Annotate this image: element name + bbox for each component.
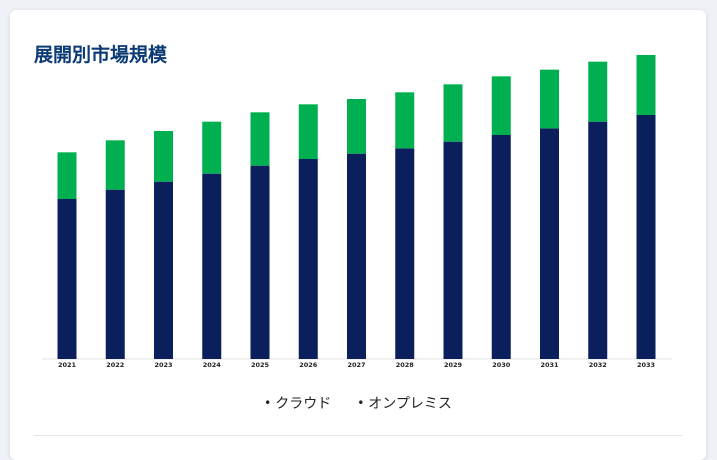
bar-cloud-2033[interactable] — [636, 115, 656, 359]
bar-on-premise-2031[interactable] — [540, 69, 559, 129]
card-divider — [34, 435, 682, 436]
x-tick-label-2029: 2029 — [444, 361, 463, 369]
bar-cloud-2022[interactable] — [105, 189, 125, 359]
x-tick-label-2031: 2031 — [540, 361, 559, 369]
bar-on-premise-2021[interactable] — [57, 152, 77, 199]
legend-item-cloud[interactable]: • クラウド — [264, 393, 331, 413]
x-tick-label-2021: 2021 — [58, 361, 77, 369]
legend-label-on-premise: オンプレミス — [368, 396, 452, 412]
legend-item-on-premise[interactable]: • オンプレミス — [357, 393, 452, 413]
x-tick-label-2032: 2032 — [589, 361, 607, 369]
legend-bullet-icon: • — [357, 396, 365, 410]
x-tick-label-2023: 2023 — [154, 361, 172, 369]
bar-on-premise-2025[interactable] — [250, 112, 270, 166]
x-tick-label-2033: 2033 — [637, 361, 655, 369]
bar-cloud-2025[interactable] — [250, 165, 270, 359]
bar-on-premise-2023[interactable] — [154, 131, 173, 182]
bar-on-premise-2030[interactable] — [491, 76, 511, 135]
bar-on-premise-2027[interactable] — [347, 99, 366, 154]
x-tick-label-2024: 2024 — [203, 361, 222, 369]
bar-cloud-2021[interactable] — [57, 199, 77, 359]
legend-bullet-icon: • — [264, 396, 272, 410]
bar-cloud-2030[interactable] — [491, 135, 511, 359]
bar-cloud-2024[interactable] — [202, 173, 222, 359]
bar-on-premise-2024[interactable] — [202, 121, 222, 174]
x-tick-label-2022: 2022 — [106, 361, 124, 369]
bar-cloud-2032[interactable] — [588, 121, 608, 359]
bar-cloud-2029[interactable] — [443, 141, 463, 359]
bar-on-premise-2022[interactable] — [105, 140, 125, 190]
stacked-bar-chart: 2021 2022 2023 2024 2025 2026 2027 2028 2029 2030… — [42, 55, 672, 369]
chart-title: 展開別市場規模 — [34, 44, 168, 66]
bar-cloud-2028[interactable] — [395, 148, 415, 359]
bar-cloud-2027[interactable] — [347, 153, 366, 359]
x-tick-label-2025: 2025 — [251, 361, 270, 369]
legend-label-cloud: クラウド — [275, 396, 332, 412]
bar-on-premise-2032[interactable] — [588, 61, 608, 122]
bar-on-premise-2033[interactable] — [636, 55, 656, 115]
bar-cloud-2026[interactable] — [298, 159, 318, 359]
chart-card: 展開別市場規模 2021 2022 2023 2024 2025 2026 2027 2028… — [10, 10, 706, 460]
x-tick-label-2026: 2026 — [299, 361, 318, 369]
bar-on-premise-2029[interactable] — [443, 84, 463, 142]
bar-cloud-2031[interactable] — [540, 128, 559, 359]
x-tick-label-2028: 2028 — [396, 361, 415, 369]
x-tick-label-2027: 2027 — [347, 361, 365, 369]
x-tick-label-2030: 2030 — [492, 361, 511, 369]
bar-on-premise-2028[interactable] — [395, 92, 415, 149]
bar-on-premise-2026[interactable] — [298, 104, 318, 159]
chart-legend: • クラウド • オンプレミス — [10, 393, 706, 413]
bar-cloud-2023[interactable] — [154, 181, 173, 359]
